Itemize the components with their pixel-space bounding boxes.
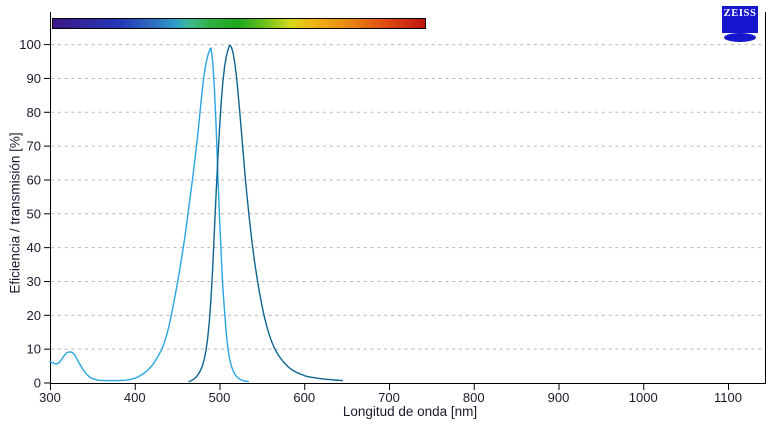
zeiss-logo-lens-shape: [724, 33, 756, 42]
x-axis-title: Longitud de onda [nm]: [342, 404, 478, 419]
x-tick-label: 700: [378, 390, 400, 405]
y-tick-label: 100: [19, 37, 41, 52]
y-tick-label: 90: [27, 71, 41, 86]
y-tick-label: 40: [27, 240, 41, 255]
zeiss-logo-square: ZEISS: [722, 6, 758, 33]
zeiss-logo: ZEISS: [722, 6, 758, 42]
x-tick-label: 800: [463, 390, 485, 405]
wavelength-spectrum-bar: [52, 18, 426, 29]
y-axis-title: Eficiencia / transmisión [%]: [7, 132, 23, 294]
zeiss-logo-text: ZEISS: [723, 8, 757, 19]
y-tick-label: 60: [27, 172, 41, 187]
y-tick-label: 30: [27, 274, 41, 289]
x-tick-label: 1000: [629, 390, 658, 405]
x-tick-label: 300: [39, 390, 61, 405]
y-tick-label: 50: [27, 206, 41, 221]
excitation-spectrum-curve: [49, 47, 249, 383]
emission-spectrum-curve: [188, 44, 344, 383]
y-tick-label: 20: [27, 308, 41, 323]
y-tick-label: 10: [27, 342, 41, 357]
x-tick-label: 900: [548, 390, 570, 405]
y-tick-label: 80: [27, 105, 41, 120]
x-tick-label: 600: [293, 390, 315, 405]
x-tick-label: 400: [124, 390, 146, 405]
x-tick-label: 500: [209, 390, 231, 405]
y-tick-label: 0: [34, 376, 41, 391]
y-tick-label: 70: [27, 139, 41, 154]
x-tick-label: 1100: [714, 390, 742, 405]
